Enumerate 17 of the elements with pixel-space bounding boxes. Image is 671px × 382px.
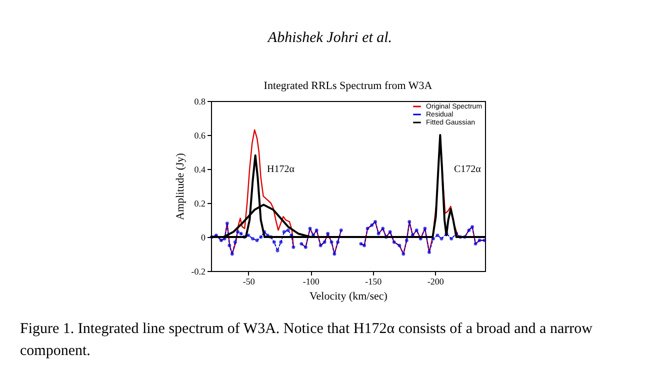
x-tick-label: -100: [302, 276, 320, 286]
x-tick-label: -200: [427, 276, 444, 286]
caption: Figure 1. Integrated line spectrum of W3A. Notice that H172α consists of a broad and a narrow component.: [20, 320, 594, 361]
y-tick-label: -0.2: [191, 266, 206, 276]
y-tick-label: 0.6: [194, 130, 206, 140]
y-axis-title: Amplitude (Jy): [174, 152, 186, 220]
annotation: C172α: [454, 164, 482, 175]
y-tick-label: 0.2: [194, 198, 206, 208]
x-tick-label: -50: [242, 276, 256, 286]
text: Abhishek Johri et al.: [266, 30, 394, 47]
y-tick-label: 0.8: [194, 96, 206, 106]
y-tick-label: 0: [201, 232, 206, 242]
chart-title: Integrated RRLs Spectrum from W3A: [264, 80, 432, 92]
annotation: H172α: [267, 164, 296, 175]
x-axis-title: Velocity (km/sec): [310, 290, 388, 302]
x-tick-label: -150: [365, 276, 382, 286]
y-tick-label: 0.4: [194, 164, 206, 174]
